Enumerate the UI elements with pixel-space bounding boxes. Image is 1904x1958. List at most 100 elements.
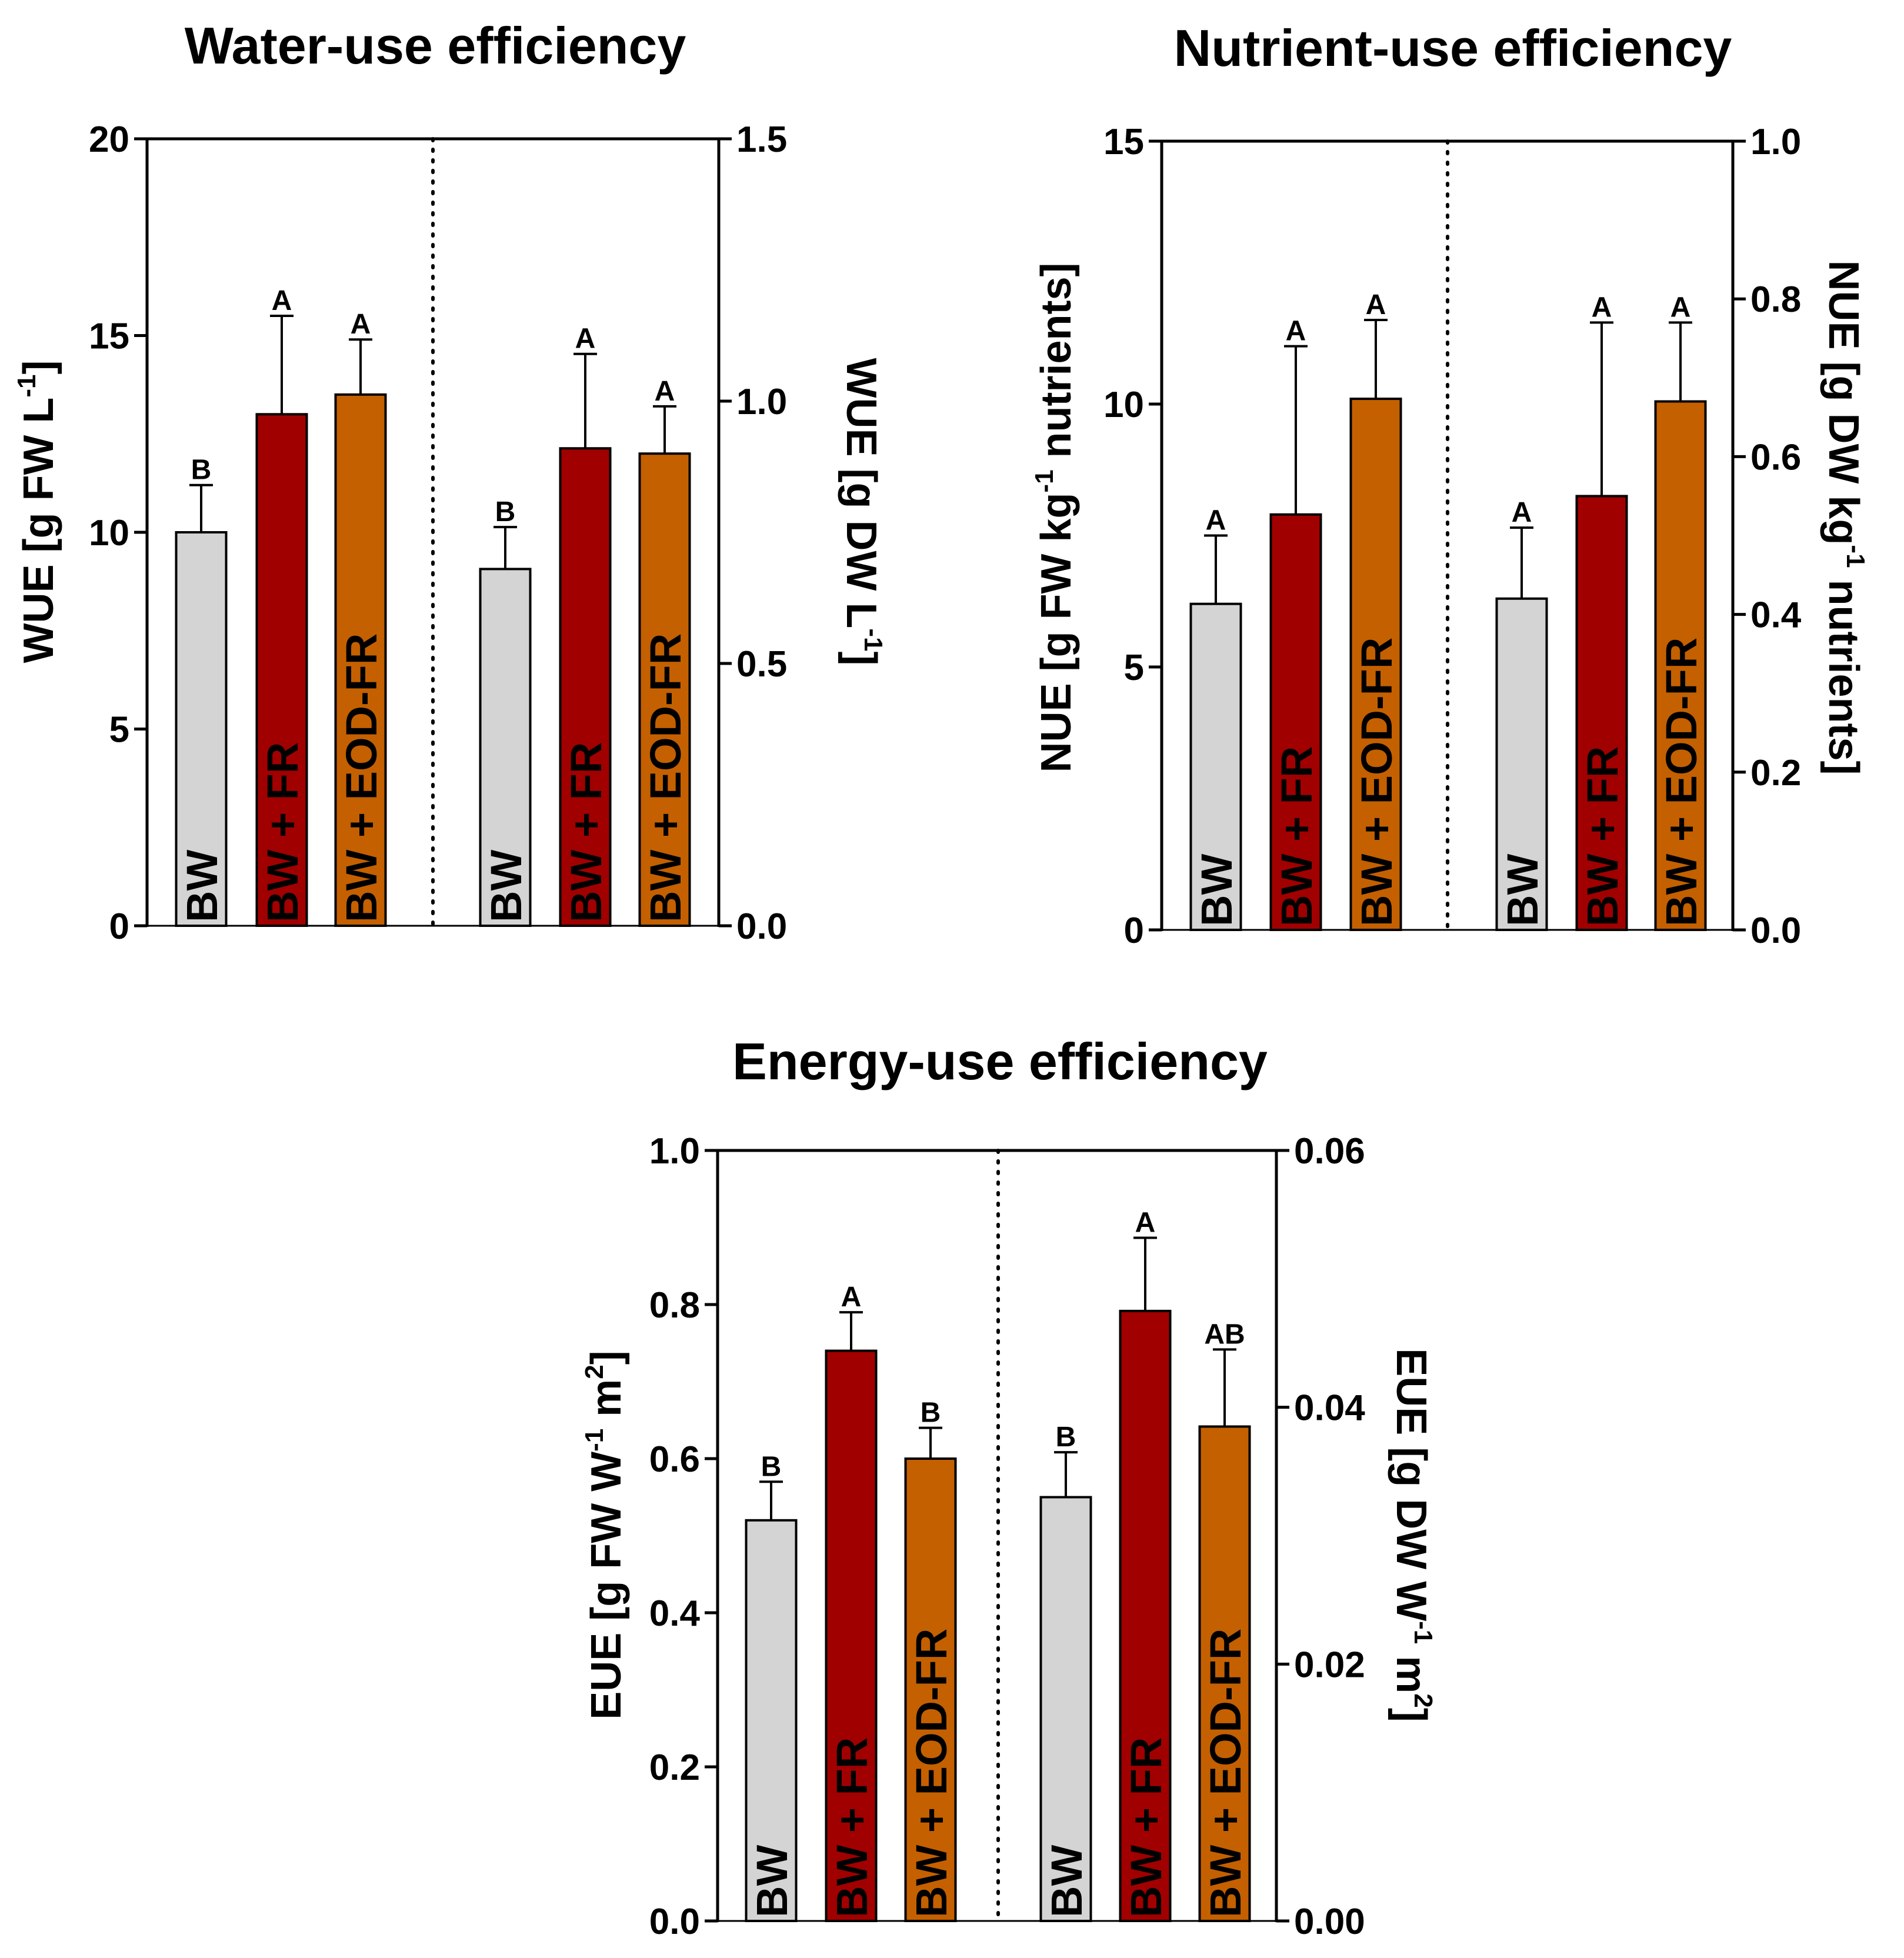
wue-right-bar-1 xyxy=(559,447,612,927)
nue-left-tick-label-0: 0 xyxy=(1124,910,1144,951)
nue-right-tick-label-1: 0.2 xyxy=(1750,753,1801,793)
eue-right-tick-label-3: 0.06 xyxy=(1294,1131,1365,1172)
nue-right-tick-label-0: 0.0 xyxy=(1750,910,1801,951)
wue-right-bar-label-1: BW + FR xyxy=(562,742,611,922)
wue-right-tick-label-0: 0.0 xyxy=(736,906,787,947)
eue-left-bar-1 xyxy=(825,1349,878,1923)
nue-left-tick-label-3: 15 xyxy=(1103,122,1144,162)
nue-right-bar-1 xyxy=(1575,495,1628,931)
nue-left-bar-2 xyxy=(1349,398,1402,931)
eue-left-tick-label-1: 0.2 xyxy=(649,1747,700,1788)
nue-panel: Nutrient-use efficiency A BW A BW + FR A BW +… xyxy=(1030,19,1870,951)
wue-left-bar-label-2: BW + EOD-FR xyxy=(337,633,386,922)
eue-left-axis-title: EUE [g FW W-1 m2] xyxy=(580,1350,630,1720)
wue-left-tick-label-1: 5 xyxy=(109,710,129,750)
nue-left-bar-label-1: BW + FR xyxy=(1272,746,1321,926)
eue-left-tick-label-3: 0.6 xyxy=(649,1439,700,1480)
wue-left-sig-letter-1: A xyxy=(272,285,292,316)
eue-right-bar-2 xyxy=(1198,1425,1251,1923)
nue-left-axis-title: NUE [g FW kg-1 nutrients] xyxy=(1030,262,1080,772)
eue-right-bar-0 xyxy=(1039,1496,1092,1922)
nue-left-tick-label-2: 10 xyxy=(1103,385,1144,425)
wue-title: Water-use efficiency xyxy=(185,16,686,75)
nue-right-bar-2 xyxy=(1654,400,1707,931)
nue-right-tick-label-4: 0.8 xyxy=(1750,279,1801,320)
wue-right-axis-title: WUE [g DW L-1] xyxy=(838,358,888,666)
eue-left-bar-label-1: BW + FR xyxy=(828,1737,876,1917)
nue-right-sig-letter-2: A xyxy=(1670,292,1691,323)
wue-left-tick-label-3: 15 xyxy=(89,316,129,357)
nue-right-tick-label-2: 0.4 xyxy=(1750,595,1802,636)
wue-left-tick-label-0: 0 xyxy=(109,906,129,947)
eue-right-bar-label-1: BW + FR xyxy=(1122,1737,1171,1917)
wue-left-axis-title: WUE [g FW L-1] xyxy=(12,361,62,663)
wue-right-tick-label-3: 1.5 xyxy=(736,119,787,160)
eue-left-bar-label-0: BW xyxy=(748,1845,796,1917)
nue-right-sig-letter-0: A xyxy=(1512,497,1532,528)
nue-left-sig-letter-2: A xyxy=(1366,289,1386,321)
eue-right-sig-letter-0: B xyxy=(1056,1422,1076,1453)
nue-right-bar-label-0: BW xyxy=(1498,854,1547,926)
wue-left-sig-letter-2: A xyxy=(351,309,371,340)
wue-marks: B BW A BW + FR A BW + EOD-FR B BW A BW + FR A BW + … xyxy=(175,285,691,927)
eue-title: Energy-use efficiency xyxy=(732,1032,1268,1090)
nue-left-bar-label-0: BW xyxy=(1192,854,1241,926)
wue-left-bar-2 xyxy=(334,393,387,927)
nue-right-bar-0 xyxy=(1495,597,1548,931)
eue-left-sig-letter-1: A xyxy=(841,1282,862,1313)
eue-right-sig-letter-2: AB xyxy=(1204,1319,1245,1350)
nue-left-bar-0 xyxy=(1189,602,1242,931)
nue-left-bar-1 xyxy=(1269,513,1322,931)
eue-panel: Energy-use efficiency B BW A BW + FR B BW + E… xyxy=(580,1032,1438,1942)
wue-left-tick-label-2: 10 xyxy=(89,513,129,553)
eue-left-bar-label-2: BW + EOD-FR xyxy=(907,1629,956,1917)
nue-left-tick-label-1: 5 xyxy=(1124,648,1144,688)
nue-right-axis-title: NUE [g DW kg-1 nutrients] xyxy=(1820,260,1870,775)
eue-right-axis-title: EUE [g DW W-1 m2] xyxy=(1388,1348,1438,1722)
nue-right-bar-label-2: BW + EOD-FR xyxy=(1657,638,1706,926)
wue-right-bar-label-2: BW + EOD-FR xyxy=(641,633,690,922)
eue-right-bar-label-2: BW + EOD-FR xyxy=(1201,1629,1250,1917)
nue-right-tick-label-5: 1.0 xyxy=(1750,122,1801,162)
eue-left-tick-label-0: 0.0 xyxy=(649,1902,700,1942)
nue-right-tick-label-3: 0.6 xyxy=(1750,437,1801,478)
eue-left-tick-label-4: 0.8 xyxy=(649,1285,700,1326)
wue-right-tick-label-1: 0.5 xyxy=(736,644,787,685)
eue-right-bar-label-0: BW xyxy=(1042,1845,1091,1917)
eue-right-tick-label-0: 0.00 xyxy=(1294,1902,1365,1942)
wue-right-bar-2 xyxy=(638,452,691,927)
nue-marks: A BW A BW + FR A BW + EOD-FR A BW A BW + FR A BW + … xyxy=(1189,289,1707,931)
wue-right-sig-letter-0: B xyxy=(495,496,516,528)
nue-right-sig-letter-1: A xyxy=(1592,292,1612,323)
eue-left-bar-2 xyxy=(904,1457,957,1922)
wue-panel: Water-use efficiency B BW A BW + FR A BW + EO… xyxy=(12,16,888,947)
nue-right-bar-label-1: BW + FR xyxy=(1578,746,1627,926)
eue-axes: 0.0 0.2 0.4 0.6 0.8 1.0 0.00 0.02 0.04 0.06 xyxy=(649,1131,1365,1942)
eue-left-tick-label-2: 0.4 xyxy=(649,1593,701,1634)
wue-left-bar-0 xyxy=(175,531,228,927)
wue-right-tick-label-2: 1.0 xyxy=(736,382,787,422)
wue-axes: 0 5 10 15 20 0.0 0.5 1.0 1.5 xyxy=(89,119,787,947)
nue-title: Nutrient-use efficiency xyxy=(1174,19,1732,77)
wue-right-bar-0 xyxy=(479,568,532,927)
wue-right-bar-label-0: BW xyxy=(482,850,531,922)
nue-left-bar-label-2: BW + EOD-FR xyxy=(1352,638,1401,926)
eue-right-tick-label-2: 0.04 xyxy=(1294,1388,1365,1429)
wue-right-sig-letter-2: A xyxy=(655,376,675,407)
wue-left-bar-label-1: BW + FR xyxy=(258,742,307,922)
nue-left-sig-letter-1: A xyxy=(1286,316,1306,347)
eue-right-sig-letter-1: A xyxy=(1135,1207,1156,1238)
eue-right-tick-label-1: 0.02 xyxy=(1294,1645,1365,1685)
nue-left-sig-letter-0: A xyxy=(1206,505,1226,536)
wue-left-sig-letter-0: B xyxy=(191,455,212,486)
nue-axes: 0 5 10 15 0.0 0.2 0.4 0.6 0.8 1.0 xyxy=(1103,122,1802,951)
wue-left-bar-label-0: BW xyxy=(178,850,226,922)
eue-left-sig-letter-2: B xyxy=(921,1397,941,1429)
eue-left-sig-letter-0: B xyxy=(761,1451,782,1482)
wue-left-bar-1 xyxy=(255,413,308,927)
eue-left-bar-0 xyxy=(745,1519,798,1923)
wue-right-sig-letter-1: A xyxy=(575,323,596,355)
eue-marks: B BW A BW + FR B BW + EOD-FR B BW A BW + FR AB BW +… xyxy=(745,1207,1251,1923)
wue-left-tick-label-4: 20 xyxy=(89,119,129,160)
